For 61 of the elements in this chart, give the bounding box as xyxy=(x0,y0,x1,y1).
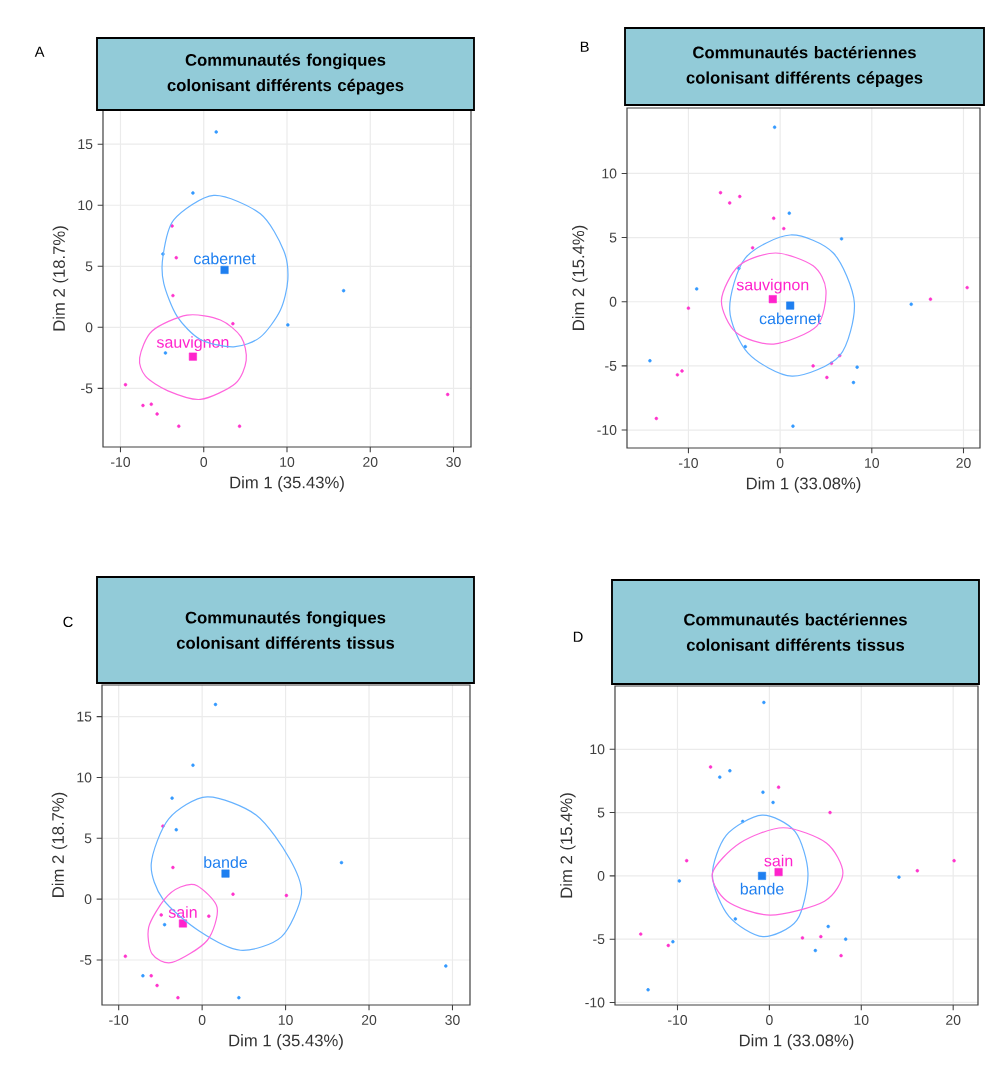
x-tick-label: -10 xyxy=(668,1015,688,1025)
x-tick-label: -10 xyxy=(678,458,698,468)
chart-title: Communautés bactériennes colonisant différents cépages xyxy=(686,45,923,88)
y-axis-title: Dim 2 (15.4%) xyxy=(572,225,588,330)
y-tick-label: -5 xyxy=(81,383,93,394)
y-tick-label: -10 xyxy=(585,997,605,1008)
x-axis-title: Dim 1 (33.08%) xyxy=(746,477,861,493)
y-tick-label: 5 xyxy=(609,232,617,243)
y-tick-label: 10 xyxy=(602,168,617,179)
chart-title: Communautés bactériennes colonisant différents tissus xyxy=(684,613,907,651)
x-tick-label: 10 xyxy=(854,1015,869,1025)
x-tick-label: -10 xyxy=(110,457,131,467)
y-tick-label: 0 xyxy=(85,322,93,333)
x-tick-label: 10 xyxy=(278,1015,293,1025)
y-tick-label: 5 xyxy=(597,807,605,818)
y-axis-title: Dim 2 (15.4%) xyxy=(560,793,576,898)
series-label: sauvignon xyxy=(736,278,809,294)
x-tick-label: 20 xyxy=(363,457,378,467)
x-tick-label: 0 xyxy=(776,458,784,468)
y-tick-label: 5 xyxy=(85,261,93,272)
series-label: cabernet xyxy=(759,312,822,325)
y-tick-label: 5 xyxy=(84,833,92,844)
text: B xyxy=(580,41,589,52)
x-axis-title: Dim 1 (35.43%) xyxy=(230,476,344,492)
y-tick-label: -10 xyxy=(597,425,617,435)
series-label: sauvignon xyxy=(156,336,229,352)
y-tick-label: 0 xyxy=(84,894,92,905)
x-tick-label: 20 xyxy=(946,1015,961,1025)
text: C xyxy=(63,616,73,628)
chart-title: Communautés fongiques colonisant différents cépages xyxy=(167,53,404,95)
x-tick-label: 10 xyxy=(865,458,880,468)
x-tick-label: 10 xyxy=(280,457,295,467)
x-tick-label: 20 xyxy=(361,1015,377,1025)
y-tick-label: 15 xyxy=(77,711,92,722)
series-label: bande xyxy=(204,856,248,868)
x-tick-label: 0 xyxy=(200,457,208,467)
x-axis-title: Dim 1 (33.08%) xyxy=(739,1034,854,1050)
y-tick-label: 0 xyxy=(597,870,605,881)
y-tick-label: 10 xyxy=(590,744,605,755)
x-tick-label: 20 xyxy=(956,458,971,468)
y-tick-label: -5 xyxy=(80,955,92,965)
y-axis-title: Dim 2 (18.7%) xyxy=(52,226,69,331)
y-tick-label: 10 xyxy=(78,200,93,211)
y-tick-label: 15 xyxy=(78,139,93,150)
series-label: bande xyxy=(740,882,784,895)
y-tick-label: -5 xyxy=(605,361,617,371)
x-tick-label: 0 xyxy=(766,1015,773,1025)
text: A xyxy=(34,46,45,57)
y-tick-label: 0 xyxy=(609,296,617,307)
series-label: sain xyxy=(764,854,793,867)
y-axis-title: Dim 2 (18.7%) xyxy=(51,792,68,897)
x-axis-title: Dim 1 (35.43%) xyxy=(229,1034,343,1050)
y-tick-label: 10 xyxy=(77,772,92,783)
x-tick-label: -10 xyxy=(109,1015,129,1025)
x-tick-label: 30 xyxy=(445,1015,460,1025)
text: D xyxy=(573,631,583,642)
x-tick-label: 0 xyxy=(198,1015,206,1025)
chart-title: Communautés fongiques colonisant différents tissus xyxy=(176,611,395,649)
y-tick-label: -5 xyxy=(593,934,605,945)
x-tick-label: 30 xyxy=(446,457,461,467)
series-label: cabernet xyxy=(194,252,256,265)
